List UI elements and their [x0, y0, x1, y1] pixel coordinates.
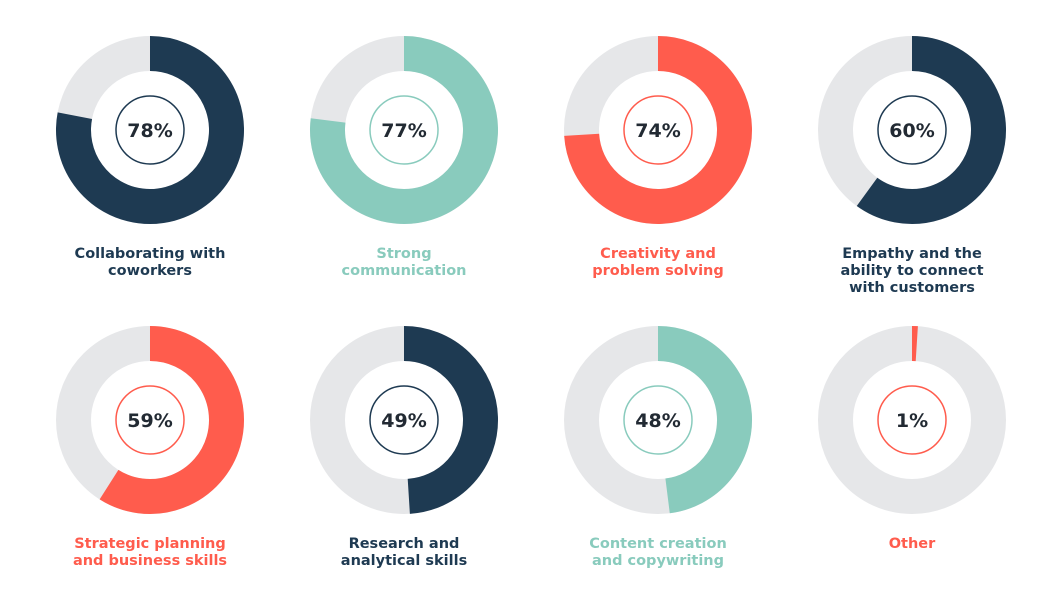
donut-strategic-planning-and-business-skills: 59% Strategic planning and business skill…	[23, 326, 277, 616]
donut-percentage-label: 48%	[635, 410, 680, 432]
donut-percentage-label: 60%	[889, 120, 934, 142]
donut-svg: 59%	[23, 326, 277, 526]
donut-svg: 78%	[23, 36, 277, 236]
donut-percentage-label: 59%	[127, 410, 172, 432]
donut-category-label: Strong communication	[277, 246, 531, 280]
donut-creativity-and-problem-solving: 74% Creativity and problem solving	[531, 36, 785, 326]
donut-svg: 74%	[531, 36, 785, 236]
donut-empathy-and-the-ability-to-connect-with-customers: 60% Empathy and the ability to connect wi…	[785, 36, 1039, 326]
donut-collaborating-with-coworkers: 78% Collaborating with coworkers	[23, 36, 277, 326]
donut-category-label: Collaborating with coworkers	[23, 246, 277, 280]
donut-category-label: Research and analytical skills	[277, 536, 531, 570]
donut-svg: 60%	[785, 36, 1039, 236]
donut-svg: 1%	[785, 326, 1039, 526]
donut-other: 1% Other	[785, 326, 1039, 616]
donut-percentage-label: 49%	[381, 410, 426, 432]
donut-research-and-analytical-skills: 49% Research and analytical skills	[277, 326, 531, 616]
donut-percentage-label: 1%	[896, 410, 928, 432]
donut-svg: 48%	[531, 326, 785, 526]
donut-svg: 49%	[277, 326, 531, 526]
donut-svg: 77%	[277, 36, 531, 236]
donut-category-label: Content creation and copywriting	[531, 536, 785, 570]
donut-percentage-label: 78%	[127, 120, 172, 142]
donut-category-label: Other	[785, 536, 1039, 553]
donut-category-label: Creativity and problem solving	[531, 246, 785, 280]
donut-content-creation-and-copywriting: 48% Content creation and copywriting	[531, 326, 785, 616]
donut-category-label: Strategic planning and business skills	[23, 536, 277, 570]
donut-percentage-label: 77%	[381, 120, 426, 142]
donut-strong-communication: 77% Strong communication	[277, 36, 531, 326]
donut-percentage-label: 74%	[635, 120, 680, 142]
donut-category-label: Empathy and the ability to connect with …	[785, 246, 1039, 297]
